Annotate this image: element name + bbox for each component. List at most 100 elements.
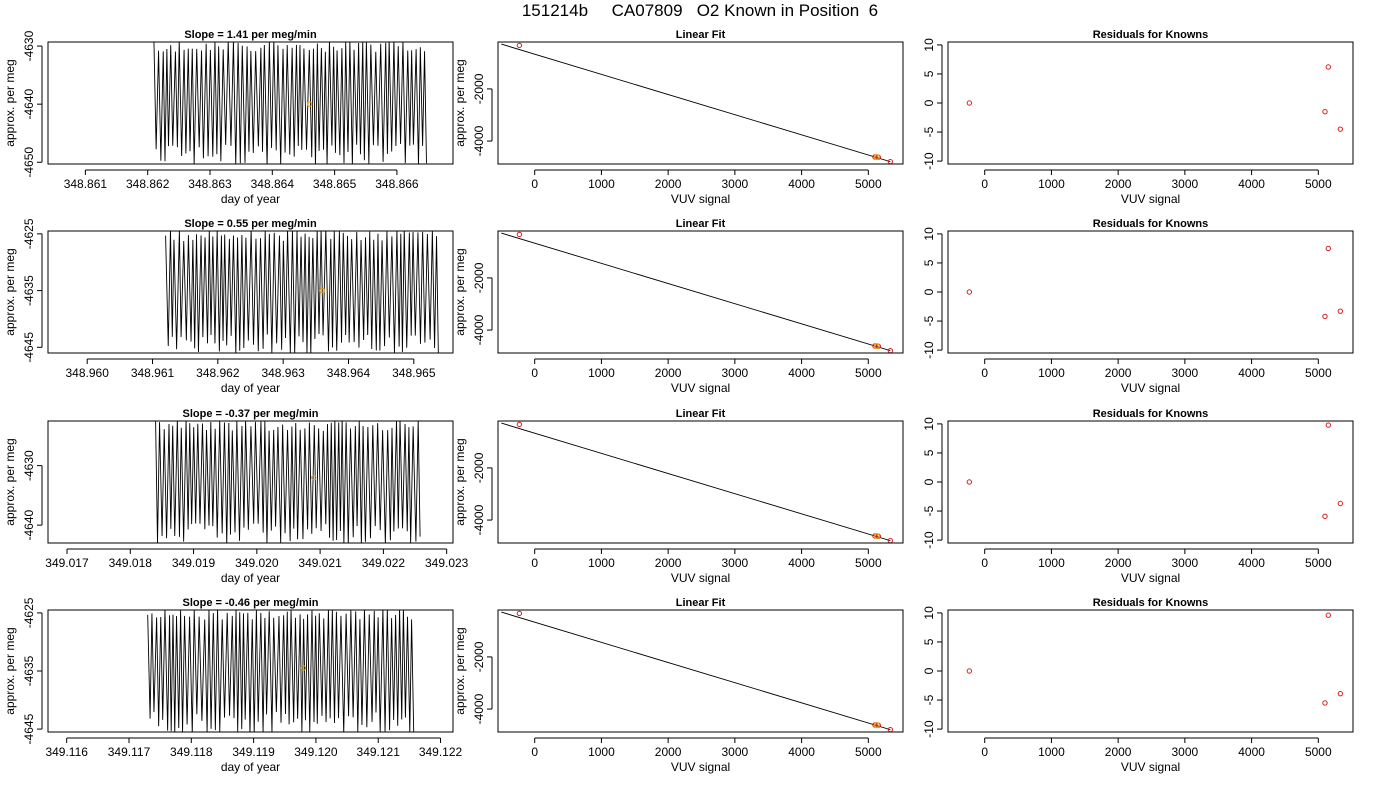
x-axis-label: VUV signal xyxy=(671,381,730,395)
panel-title: Linear Fit xyxy=(676,218,726,230)
data-point xyxy=(516,610,523,617)
x-tick-label: 348.960 xyxy=(65,366,109,380)
signal-trace xyxy=(147,610,415,732)
x-tick-label: 2000 xyxy=(655,745,682,759)
sample-marker xyxy=(873,343,880,350)
panel-title: Slope = -0.46 per meg/min xyxy=(182,597,318,609)
y-axis-label: approx. per meg xyxy=(453,627,467,714)
mean-marker xyxy=(311,474,317,481)
plot-area xyxy=(966,422,1344,519)
y-tick-label: -4635 xyxy=(22,655,36,686)
x-tick-label: 348.964 xyxy=(327,366,371,380)
x-tick-label: 1000 xyxy=(588,745,615,759)
x-tick-label: 4000 xyxy=(788,177,815,191)
mean-marker xyxy=(319,287,326,294)
x-tick-label: 349.120 xyxy=(294,745,338,759)
x-tick-label: 5000 xyxy=(1305,366,1332,380)
panel-title: Slope = -0.37 per meg/min xyxy=(182,408,318,420)
x-tick-label: 3000 xyxy=(722,366,749,380)
x-tick-label: 0 xyxy=(981,556,988,570)
y-tick-label: -4640 xyxy=(22,88,36,119)
y-axis: -2000 -4000 xyxy=(472,262,493,345)
plot-frame xyxy=(47,230,454,354)
x-tick-label: 0 xyxy=(531,745,538,759)
data-point xyxy=(1322,313,1328,320)
y-tick-label: 10 xyxy=(922,38,936,52)
x-tick-label: 1000 xyxy=(588,177,615,191)
y-tick-label: 10 xyxy=(922,227,936,241)
x-tick-label: 3000 xyxy=(1172,556,1199,570)
x-axis: 0 1000 2000 3000 4000 5000 xyxy=(981,548,1332,570)
plot-area xyxy=(155,421,421,543)
x-tick-label: 349.019 xyxy=(172,556,216,570)
y-tick-label: -10 xyxy=(922,152,936,170)
y-tick-label: -4650 xyxy=(22,147,36,178)
y-tick-label: -5 xyxy=(922,505,936,516)
x-tick-label: 2000 xyxy=(1105,556,1132,570)
panel-title: Residuals for Knowns xyxy=(1093,408,1209,420)
y-tick-label: 0 xyxy=(922,667,936,674)
y-tick-label: 5 xyxy=(922,638,936,645)
x-tick-label: 349.023 xyxy=(425,556,469,570)
y-tick-label: -4635 xyxy=(22,275,36,306)
y-tick-label: -4625 xyxy=(22,218,36,249)
x-tick-label: 349.017 xyxy=(45,556,89,570)
y-axis: -2000 -4000 xyxy=(472,452,493,535)
y-axis-label: approx. per meg xyxy=(3,59,17,146)
y-axis: 10 5 0 -5 -10 xyxy=(922,227,943,359)
y-tick-label: -4645 xyxy=(22,713,36,744)
x-tick-label: 5000 xyxy=(1305,556,1332,570)
x-tick-label: 5000 xyxy=(1305,745,1332,759)
y-axis: -4630 -4640 xyxy=(22,450,43,540)
x-tick-label: 1000 xyxy=(1038,177,1065,191)
x-tick-label: 1000 xyxy=(1038,556,1065,570)
y-axis: -4625 -4635 -4645 xyxy=(22,218,43,363)
x-tick-label: 348.963 xyxy=(261,366,305,380)
plot-area xyxy=(966,64,1344,132)
plot-area xyxy=(966,245,1344,320)
x-tick-label: 349.117 xyxy=(108,745,151,759)
y-tick-label: -2000 xyxy=(472,73,486,104)
panel-title: Residuals for Knowns xyxy=(1093,597,1209,609)
y-tick-label: -4000 xyxy=(472,314,486,345)
x-tick-label: 348.865 xyxy=(313,177,357,191)
x-tick-label: 2000 xyxy=(1105,366,1132,380)
plot-frame xyxy=(947,609,1354,733)
y-axis: -2000 -4000 xyxy=(472,641,493,724)
mean-marker xyxy=(300,665,307,671)
x-tick-label: 348.962 xyxy=(196,366,240,380)
y-axis: -2000 -4000 xyxy=(472,73,493,156)
sample-marker xyxy=(873,533,880,540)
y-axis: 10 5 0 -5 -10 xyxy=(922,417,943,549)
y-tick-label: -10 xyxy=(922,341,936,359)
data-point xyxy=(1337,308,1344,314)
x-tick-label: 349.116 xyxy=(45,745,88,759)
x-tick-label: 0 xyxy=(531,556,538,570)
x-tick-label: 3000 xyxy=(722,745,749,759)
x-axis: 0 1000 2000 3000 4000 5000 xyxy=(531,358,882,380)
data-point xyxy=(1337,500,1344,507)
data-point xyxy=(1337,690,1344,697)
data-point xyxy=(966,668,973,674)
x-tick-label: 2000 xyxy=(1105,177,1132,191)
x-tick-label: 4000 xyxy=(788,366,815,380)
data-point xyxy=(1322,109,1328,115)
data-point xyxy=(1325,64,1332,70)
y-tick-label: -4630 xyxy=(22,30,36,61)
x-tick-label: 0 xyxy=(531,177,538,191)
x-axis-label: VUV signal xyxy=(1121,760,1180,774)
x-tick-label: 5000 xyxy=(855,745,882,759)
x-tick-label: 348.866 xyxy=(375,177,419,191)
x-axis-label: VUV signal xyxy=(1121,571,1180,585)
y-axis-label: approx. per meg xyxy=(3,248,17,335)
y-tick-label: -4625 xyxy=(22,597,36,628)
x-tick-label: 348.863 xyxy=(188,177,232,191)
panel-title: Linear Fit xyxy=(676,408,726,420)
page-title: 151214b CA07809 O2 Known in Position 6 xyxy=(521,1,879,20)
x-tick-label: 4000 xyxy=(1238,366,1265,380)
y-tick-label: -4645 xyxy=(22,332,36,363)
y-tick-label: -5 xyxy=(922,315,936,326)
